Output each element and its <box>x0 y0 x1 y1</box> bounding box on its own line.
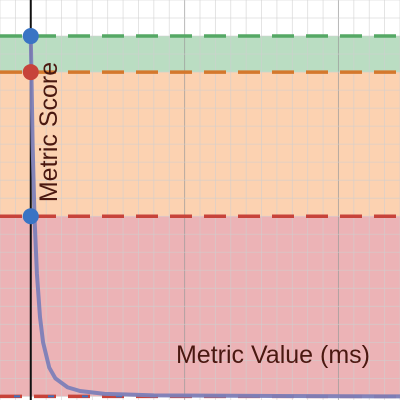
y-axis-title: Metric Score <box>35 62 63 202</box>
score-curve-line <box>28 34 400 399</box>
threshold-point <box>22 28 39 45</box>
score-curve <box>28 34 400 399</box>
x-axis-title: Metric Value (ms) <box>176 341 370 369</box>
threshold-point <box>22 64 39 81</box>
threshold-point <box>22 208 39 225</box>
threshold-points <box>22 28 39 225</box>
